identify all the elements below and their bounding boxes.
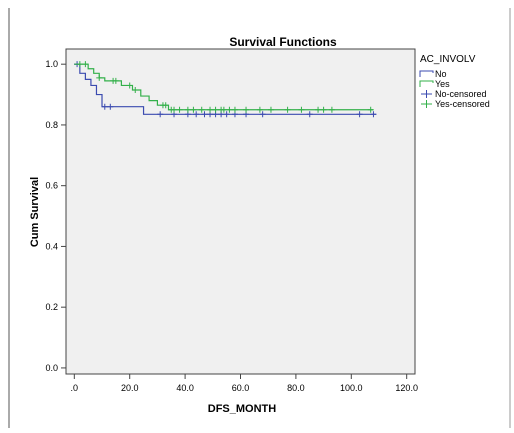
censor-mark-no <box>101 103 108 110</box>
x-tick-label: 100.0 <box>340 383 363 393</box>
censor-mark-yes <box>256 106 263 113</box>
censor-mark-yes <box>320 106 327 113</box>
y-axis-label: Cum Survival <box>29 177 41 247</box>
censor-mark-yes <box>162 102 169 109</box>
legend-swatch-yes <box>419 80 434 87</box>
censor-mark-yes <box>176 106 183 113</box>
censor-mark-yes <box>315 106 322 113</box>
censor-mark-yes <box>126 82 133 89</box>
censor-mark-yes <box>328 106 335 113</box>
censor-mark-yes <box>190 106 197 113</box>
censor-mark-yes <box>226 106 233 113</box>
x-tick-label: 80.0 <box>287 383 305 393</box>
legend-label: No-censored <box>435 89 487 99</box>
censor-mark-no <box>370 111 377 118</box>
censor-mark-no <box>306 111 313 118</box>
legend-swatch-no-censored <box>421 90 432 98</box>
y-axis: 0.0 0.2 0.4 0.6 0.8 1.0 <box>45 59 66 373</box>
censor-mark-no <box>193 111 200 118</box>
y-tick-label: 0.4 <box>45 241 58 251</box>
censor-mark-yes <box>96 74 103 81</box>
censor-mark-yes <box>231 106 238 113</box>
y-tick-label: 0.0 <box>45 363 58 373</box>
x-tick-label: .0 <box>71 383 79 393</box>
survival-curve-no <box>74 63 377 115</box>
x-tick-label: 60.0 <box>232 383 250 393</box>
censor-mark-yes <box>112 77 119 84</box>
legend-title: AC_INVOLV <box>420 54 476 65</box>
censor-mark-no <box>259 111 266 118</box>
legend-swatch-no <box>419 70 434 77</box>
censor-mark-yes <box>76 61 83 68</box>
censor-mark-no <box>107 103 114 110</box>
censor-mark-yes <box>284 106 291 113</box>
y-tick-label: 1.0 <box>45 59 58 69</box>
x-tick-label: 20.0 <box>121 383 139 393</box>
legend-label: No <box>435 69 447 79</box>
censor-mark-yes <box>198 106 205 113</box>
x-axis-label: DFS_MONTH <box>208 403 277 415</box>
y-tick-label: 0.8 <box>45 120 58 130</box>
censor-mark-yes <box>367 106 374 113</box>
y-tick-label: 0.2 <box>45 302 58 312</box>
censor-mark-yes <box>220 106 227 113</box>
chart-title: Survival Functions <box>229 35 337 49</box>
x-tick-label: 40.0 <box>176 383 194 393</box>
y-tick-label: 0.6 <box>45 181 58 191</box>
censor-mark-yes <box>207 106 214 113</box>
censor-mark-yes <box>82 61 89 68</box>
censor-mark-yes <box>171 106 178 113</box>
x-axis: .0 20.0 40.0 60.0 80.0 100.0 120.0 <box>71 374 418 393</box>
legend-label: Yes <box>435 79 450 89</box>
censor-mark-yes <box>212 106 219 113</box>
censor-mark-yes <box>298 106 305 113</box>
censor-mark-no <box>356 111 363 118</box>
censor-mark-no <box>223 111 230 118</box>
censor-mark-yes <box>243 106 250 113</box>
censor-mark-yes <box>132 87 139 94</box>
series-layer <box>74 61 377 118</box>
plot-area <box>65 48 416 375</box>
legend-swatch-yes-censored <box>421 100 432 108</box>
legend-label: Yes-censored <box>435 99 490 109</box>
x-tick-label: 120.0 <box>395 383 418 393</box>
censor-mark-yes <box>267 106 274 113</box>
censor-mark-no <box>201 111 208 118</box>
censor-mark-yes <box>184 106 191 113</box>
censor-mark-no <box>157 111 164 118</box>
